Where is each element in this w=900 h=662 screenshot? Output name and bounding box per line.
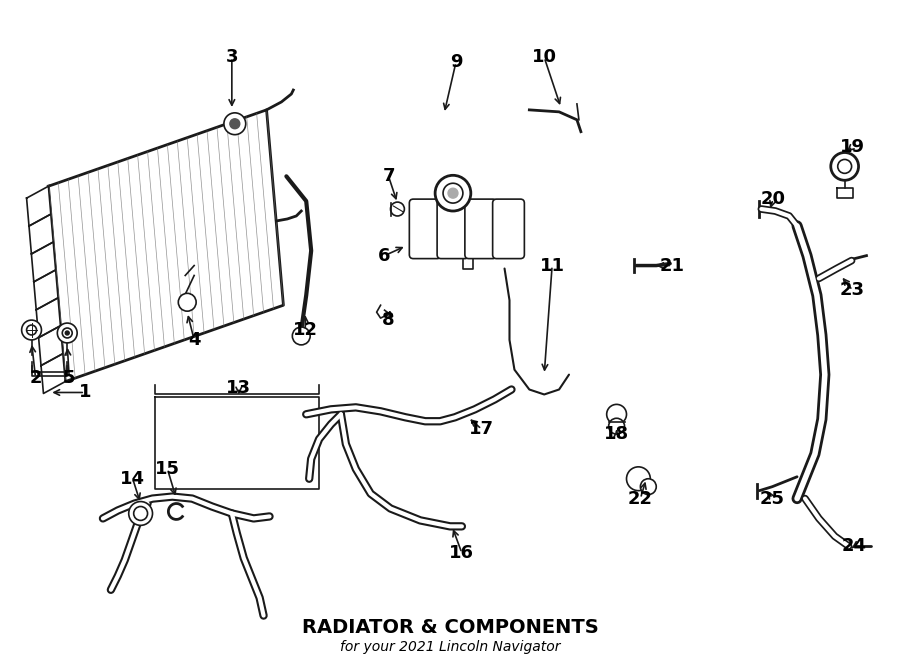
FancyBboxPatch shape bbox=[492, 199, 525, 259]
Polygon shape bbox=[39, 326, 63, 365]
Circle shape bbox=[443, 183, 463, 203]
Text: 5: 5 bbox=[63, 369, 76, 387]
Polygon shape bbox=[41, 354, 66, 393]
Circle shape bbox=[435, 175, 471, 211]
Circle shape bbox=[22, 320, 41, 340]
Text: for your 2021 Lincoln Navigator: for your 2021 Lincoln Navigator bbox=[340, 640, 560, 654]
Text: 16: 16 bbox=[449, 544, 474, 562]
Circle shape bbox=[607, 404, 626, 424]
Circle shape bbox=[224, 113, 246, 134]
Circle shape bbox=[134, 506, 148, 520]
Text: 18: 18 bbox=[604, 425, 629, 443]
Circle shape bbox=[62, 328, 72, 338]
Circle shape bbox=[641, 479, 656, 495]
Text: 20: 20 bbox=[760, 190, 786, 208]
Circle shape bbox=[66, 331, 69, 335]
Text: 14: 14 bbox=[121, 470, 145, 488]
Circle shape bbox=[292, 327, 310, 345]
Text: 2: 2 bbox=[30, 369, 41, 387]
Text: 23: 23 bbox=[840, 281, 865, 299]
Text: 24: 24 bbox=[842, 537, 867, 555]
FancyBboxPatch shape bbox=[410, 199, 441, 259]
Text: 19: 19 bbox=[840, 138, 865, 156]
Text: 10: 10 bbox=[532, 48, 557, 66]
Circle shape bbox=[27, 325, 37, 335]
Circle shape bbox=[838, 160, 851, 173]
Circle shape bbox=[178, 293, 196, 311]
Polygon shape bbox=[32, 242, 56, 282]
Text: 1: 1 bbox=[79, 383, 91, 401]
Polygon shape bbox=[29, 214, 53, 254]
Text: 21: 21 bbox=[660, 257, 685, 275]
Polygon shape bbox=[49, 110, 284, 381]
FancyBboxPatch shape bbox=[437, 199, 469, 259]
Circle shape bbox=[391, 202, 404, 216]
Circle shape bbox=[448, 188, 458, 198]
Circle shape bbox=[58, 323, 77, 343]
Text: 13: 13 bbox=[226, 379, 251, 397]
Text: 9: 9 bbox=[450, 53, 463, 71]
FancyBboxPatch shape bbox=[465, 199, 497, 259]
Text: 12: 12 bbox=[292, 321, 318, 339]
Circle shape bbox=[608, 418, 625, 434]
Text: 22: 22 bbox=[628, 490, 652, 508]
Text: 4: 4 bbox=[188, 331, 201, 349]
Text: 15: 15 bbox=[155, 460, 180, 478]
Text: 11: 11 bbox=[540, 257, 564, 275]
Text: 3: 3 bbox=[226, 48, 239, 66]
Circle shape bbox=[129, 502, 152, 526]
Text: 17: 17 bbox=[469, 420, 494, 438]
Circle shape bbox=[831, 152, 859, 180]
Polygon shape bbox=[36, 298, 60, 338]
Text: RADIATOR & COMPONENTS: RADIATOR & COMPONENTS bbox=[302, 618, 598, 637]
Text: 25: 25 bbox=[760, 490, 785, 508]
Circle shape bbox=[626, 467, 651, 491]
Text: 6: 6 bbox=[378, 247, 391, 265]
Text: 7: 7 bbox=[382, 167, 395, 185]
Polygon shape bbox=[27, 186, 50, 226]
Polygon shape bbox=[34, 270, 58, 310]
Circle shape bbox=[230, 118, 239, 128]
Text: 8: 8 bbox=[382, 311, 395, 329]
